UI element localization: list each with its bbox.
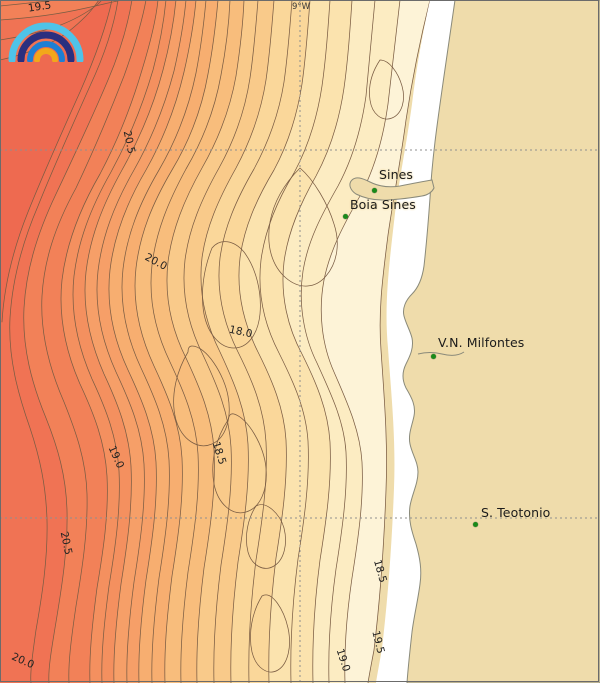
contour-lines [0, 0, 431, 683]
station-dot-vn-milfontes[interactable] [431, 354, 436, 359]
sines-headland [349, 177, 435, 201]
station-label-s-teotonio: S. Teotonio [481, 505, 551, 520]
station-dot-boia-sines[interactable] [343, 214, 348, 219]
band-21_0 [0, 0, 112, 322]
graticule-label-9w: 9°W [292, 2, 311, 12]
station-label-boia-sines: Boia Sines [350, 197, 416, 212]
station-label-sines: Sines [379, 167, 414, 182]
station-dot-s-teotonio[interactable] [473, 522, 478, 527]
station-dot-sines[interactable] [372, 188, 377, 193]
milfontes-inlet [417, 351, 465, 356]
rainbow-logo [8, 22, 84, 62]
station-label-vn-milfontes: V.N. Milfontes [438, 335, 525, 350]
landmass [402, 0, 600, 683]
